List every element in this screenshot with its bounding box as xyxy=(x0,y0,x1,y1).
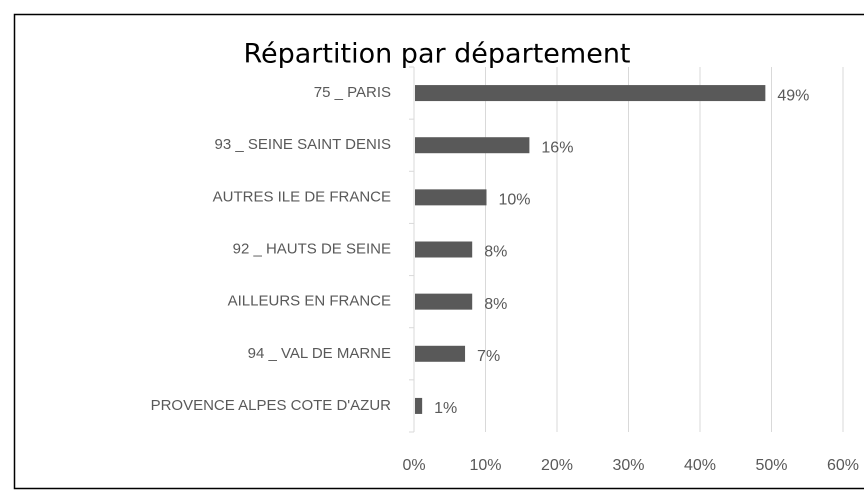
chart-title: Répartition par département xyxy=(243,39,630,70)
y-tick-label: 93 _ SEINE SAINT DENIS xyxy=(215,136,391,153)
bar xyxy=(415,397,423,414)
value-label: 7% xyxy=(477,348,500,365)
y-tick-label: AILLEURS EN FRANCE xyxy=(228,293,391,310)
y-tick-label: 75 _ PARIS xyxy=(314,84,391,101)
bar xyxy=(415,345,466,362)
value-label: 16% xyxy=(541,139,573,156)
bar xyxy=(415,137,530,154)
bar xyxy=(415,293,473,310)
value-label: 8% xyxy=(484,244,507,261)
bar xyxy=(415,189,487,206)
x-tick-label: 10% xyxy=(469,457,501,474)
x-tick-label: 30% xyxy=(612,457,644,474)
x-tick-label: 20% xyxy=(541,457,573,474)
y-tick-label: 92 _ HAUTS DE SEINE xyxy=(233,240,391,257)
bar xyxy=(415,241,473,258)
x-tick-label: 40% xyxy=(684,457,716,474)
y-tick-label: 94 _ VAL DE MARNE xyxy=(248,345,391,362)
y-tick-label: AUTRES ILE DE FRANCE xyxy=(213,188,391,205)
x-tick-label: 60% xyxy=(827,457,859,474)
value-label: 1% xyxy=(434,400,457,417)
value-label: 8% xyxy=(484,296,507,313)
x-tick-label: 50% xyxy=(755,457,787,474)
value-label: 49% xyxy=(777,87,809,104)
value-label: 10% xyxy=(499,192,531,209)
bar xyxy=(415,85,766,102)
y-tick-label: PROVENCE ALPES COTE D'AZUR xyxy=(151,397,392,414)
x-tick-label: 0% xyxy=(402,457,425,474)
